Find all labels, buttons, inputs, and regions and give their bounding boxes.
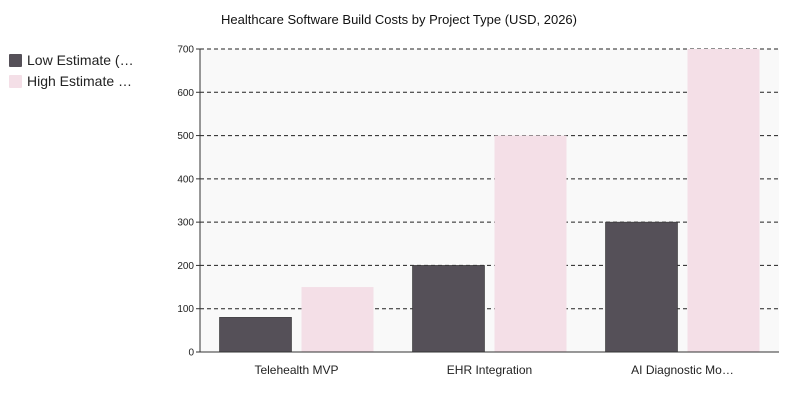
chart-title: Healthcare Software Build Costs by Proje… <box>221 12 577 27</box>
bar-high <box>494 135 567 352</box>
x-category-label: AI Diagnostic Mo… <box>631 363 734 377</box>
legend-label-low: Low Estimate (… <box>27 52 134 68</box>
legend-swatch-high <box>9 75 22 88</box>
y-tick-label: 700 <box>177 45 194 56</box>
x-axis-labels: Telehealth MVP EHR Integration AI Diagnost… <box>254 363 733 377</box>
bar-high <box>687 49 760 352</box>
plot-area <box>200 49 779 352</box>
y-tick-label: 300 <box>177 218 194 229</box>
axes <box>199 49 779 353</box>
y-tick-label: 500 <box>177 131 194 142</box>
y-tick-label: 100 <box>177 304 194 315</box>
legend-swatch-low <box>9 54 22 67</box>
x-category-label: Telehealth MVP <box>254 363 338 377</box>
bars <box>219 49 760 353</box>
bar-low <box>412 265 485 353</box>
gridlines <box>200 48 779 310</box>
x-category-label: EHR Integration <box>447 363 532 377</box>
y-tick-label: 600 <box>177 88 194 99</box>
y-tick-label: 0 <box>188 348 194 359</box>
bar-low <box>605 221 678 353</box>
y-tick-label: 400 <box>177 174 194 185</box>
y-axis-ticks: 0 100 200 300 400 500 600 700 <box>177 45 200 359</box>
bar-low <box>219 317 292 353</box>
bar-high <box>301 287 374 352</box>
legend-label-high: High Estimate … <box>27 73 132 89</box>
y-tick-label: 200 <box>177 261 194 272</box>
legend: Low Estimate (… High Estimate … <box>9 52 134 89</box>
